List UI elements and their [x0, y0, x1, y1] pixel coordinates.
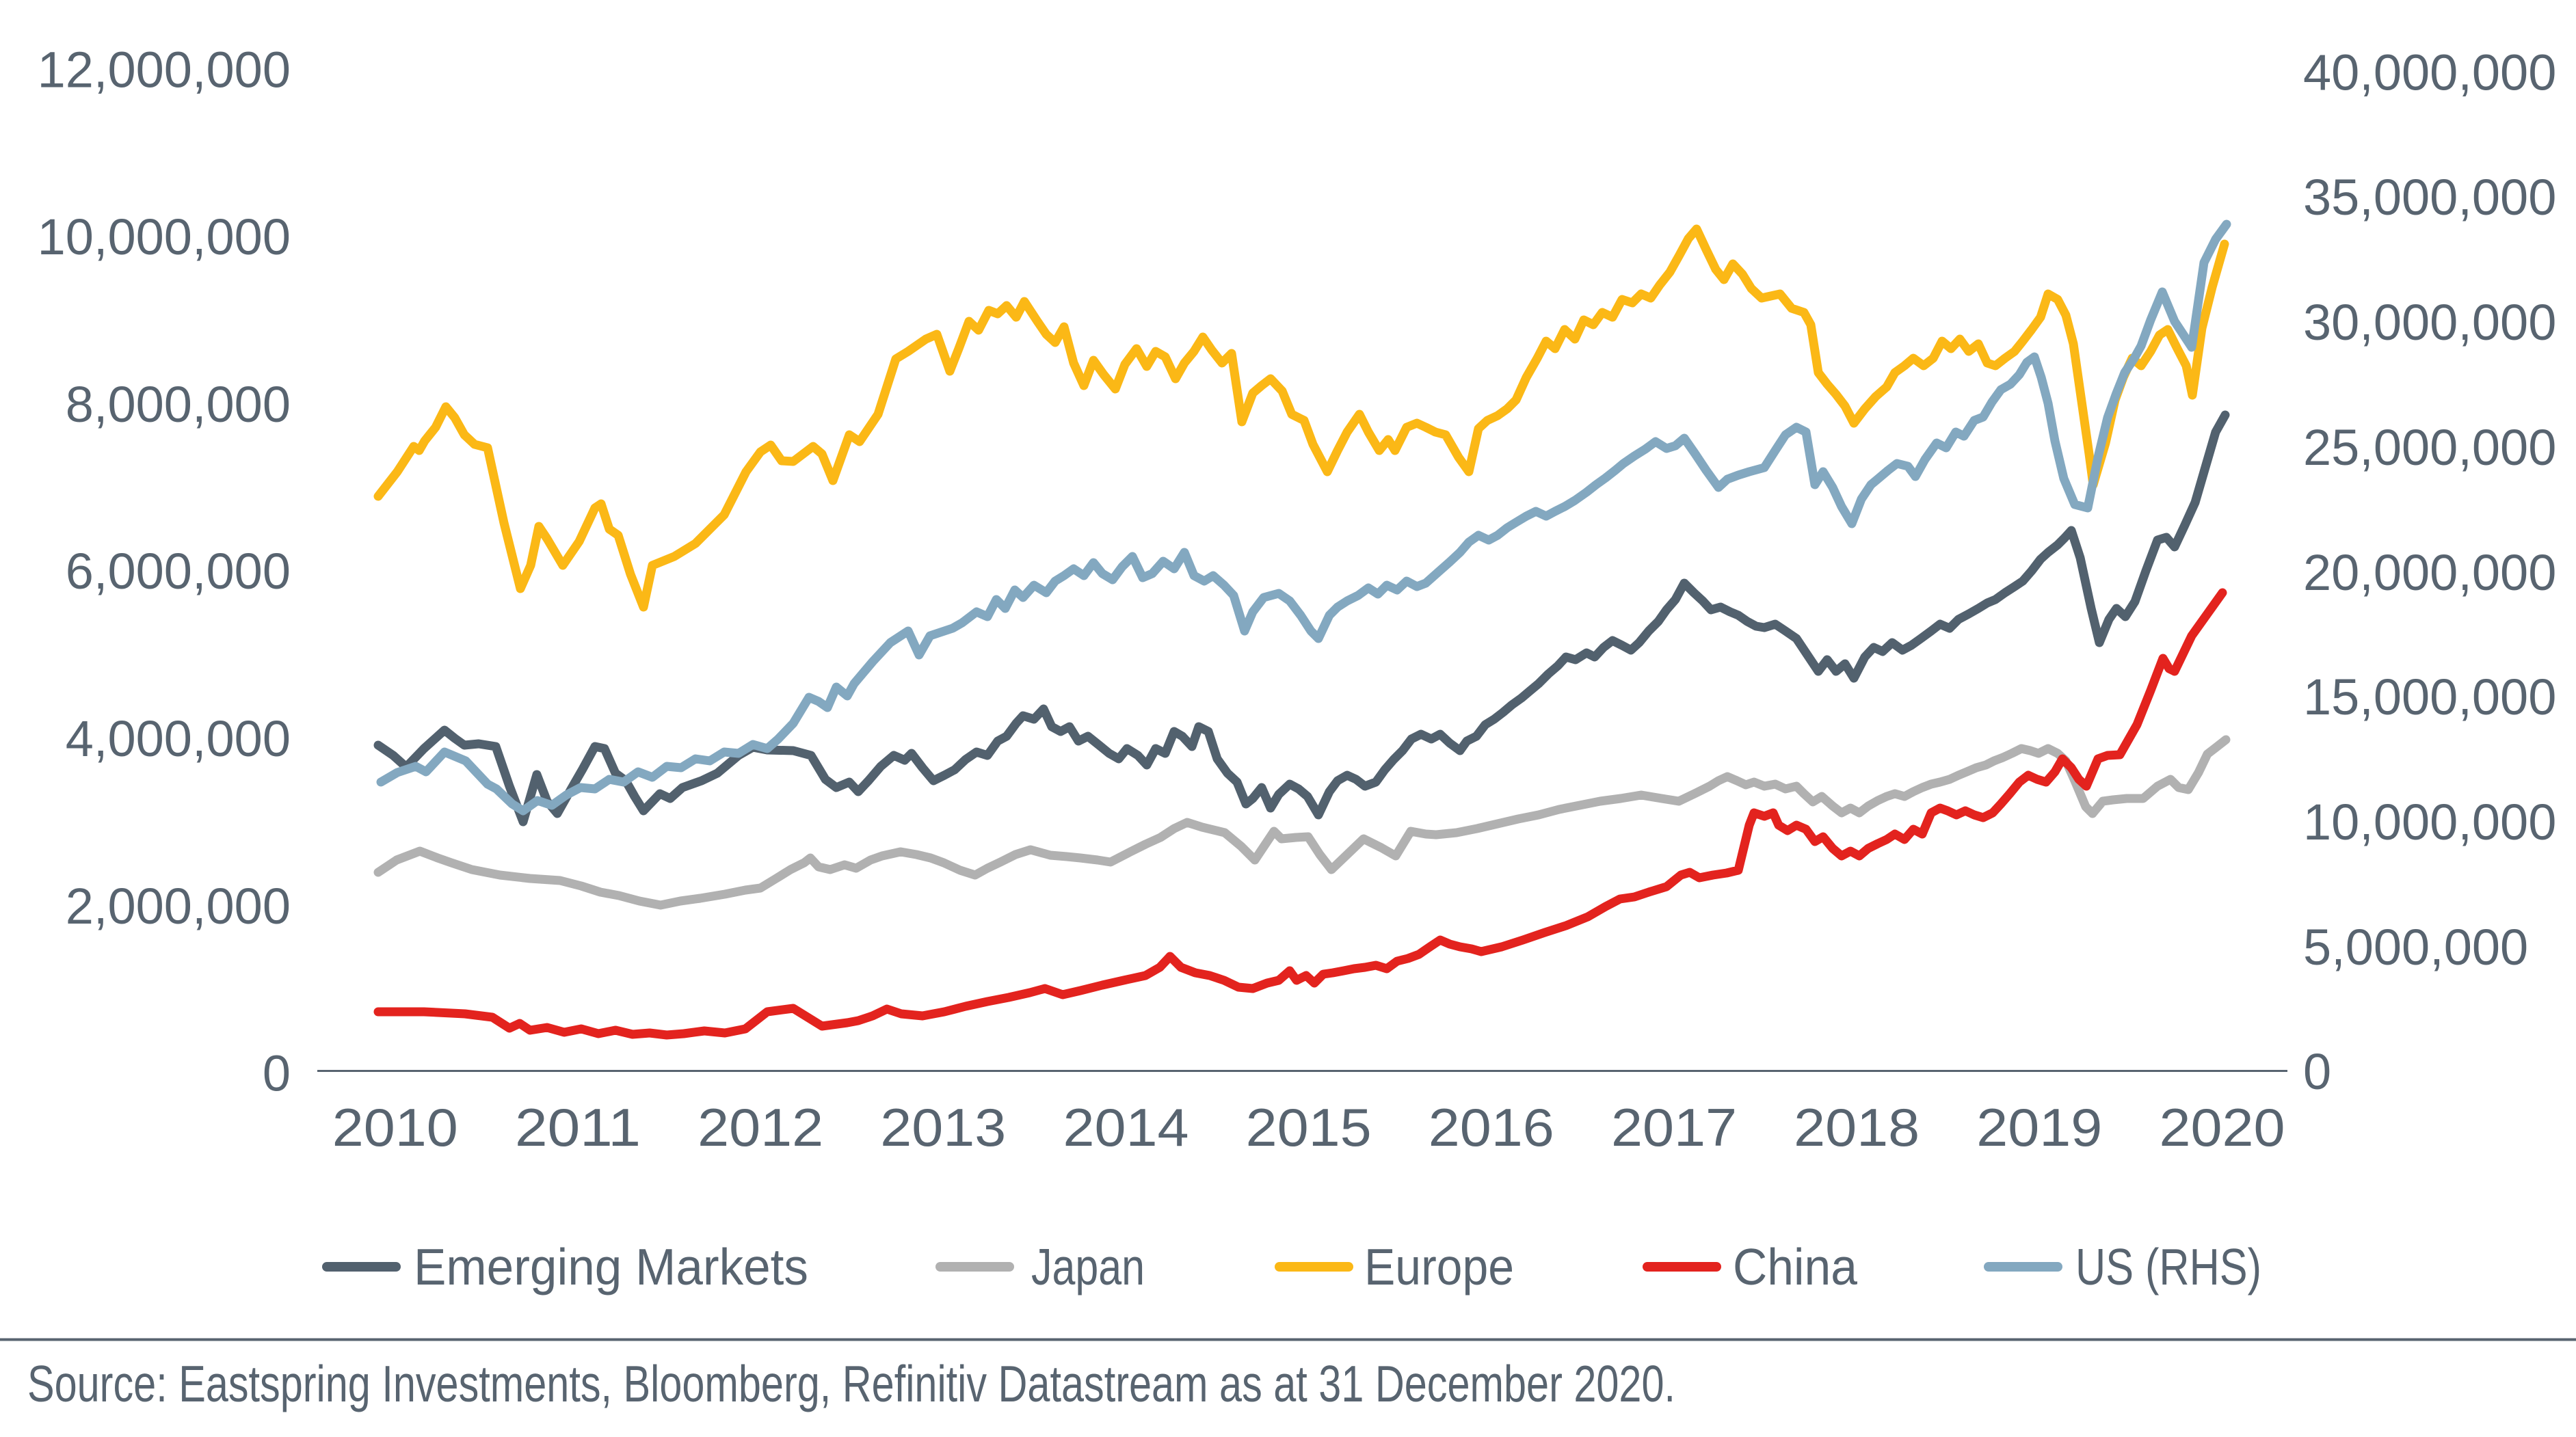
svg-text:15,000,000: 15,000,000	[2303, 669, 2556, 725]
svg-text:12,000,000: 12,000,000	[38, 42, 291, 98]
svg-text:2018: 2018	[1794, 1097, 1920, 1157]
svg-text:40,000,000: 40,000,000	[2303, 44, 2556, 101]
svg-text:China: China	[1733, 1238, 1857, 1295]
svg-text:2019: 2019	[1976, 1097, 2102, 1157]
svg-text:4,000,000: 4,000,000	[66, 710, 291, 767]
svg-text:2017: 2017	[1611, 1097, 1737, 1157]
svg-text:25,000,000: 25,000,000	[2303, 419, 2556, 476]
svg-text:Source: Eastspring Investments: Source: Eastspring Investments, Bloomber…	[27, 1355, 1675, 1412]
svg-text:US (RHS): US (RHS)	[2075, 1238, 2261, 1295]
svg-text:2013: 2013	[880, 1097, 1006, 1157]
svg-text:2015: 2015	[1246, 1097, 1372, 1157]
svg-text:10,000,000: 10,000,000	[2303, 794, 2556, 850]
svg-text:5,000,000: 5,000,000	[2303, 919, 2528, 976]
svg-text:2016: 2016	[1429, 1097, 1554, 1157]
svg-text:2011: 2011	[515, 1097, 641, 1157]
svg-text:0: 0	[263, 1045, 291, 1102]
svg-text:2,000,000: 2,000,000	[66, 878, 291, 935]
svg-text:2014: 2014	[1063, 1097, 1189, 1157]
svg-text:35,000,000: 35,000,000	[2303, 169, 2556, 226]
svg-text:30,000,000: 30,000,000	[2303, 294, 2556, 351]
svg-text:Japan: Japan	[1031, 1238, 1145, 1295]
svg-text:20,000,000: 20,000,000	[2303, 544, 2556, 601]
svg-text:Europe: Europe	[1364, 1238, 1514, 1295]
svg-text:6,000,000: 6,000,000	[66, 543, 291, 600]
svg-text:Emerging Markets: Emerging Markets	[414, 1238, 808, 1295]
svg-text:0: 0	[2303, 1043, 2331, 1100]
svg-text:2020: 2020	[2160, 1097, 2285, 1157]
svg-text:8,000,000: 8,000,000	[66, 376, 291, 433]
svg-text:2010: 2010	[332, 1097, 458, 1157]
svg-text:10,000,000: 10,000,000	[38, 209, 291, 265]
svg-text:2012: 2012	[698, 1097, 823, 1157]
